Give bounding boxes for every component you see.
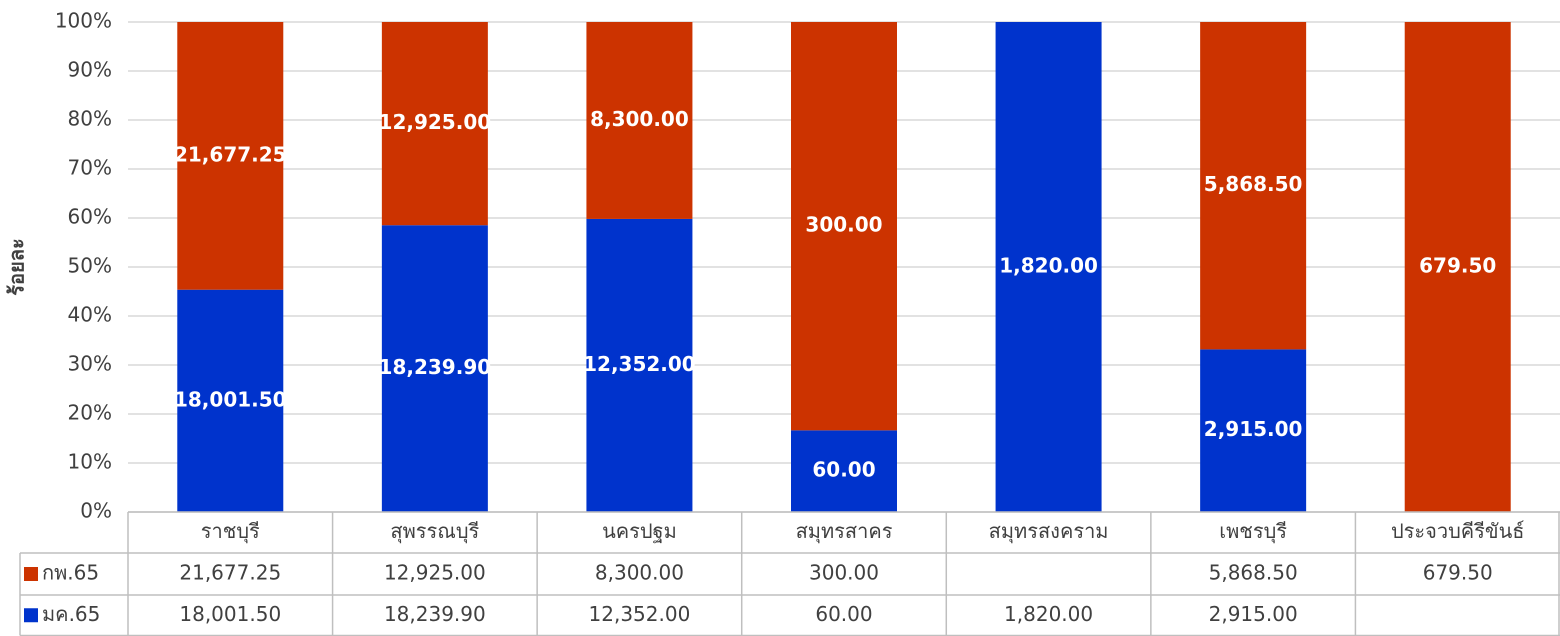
value-label: 300.00	[805, 213, 882, 237]
table-value: 12,925.00	[384, 561, 486, 585]
value-label: 18,001.50	[174, 387, 287, 411]
table-value: 2,915.00	[1209, 602, 1298, 626]
category-label: สมุทรสงคราม	[989, 519, 1109, 544]
bar-segment	[381, 22, 488, 226]
bar-segment	[177, 22, 284, 290]
legend-swatch	[24, 567, 38, 581]
y-tick-label: 0%	[80, 499, 112, 523]
bar-segment	[791, 22, 897, 431]
bar-segment	[586, 218, 693, 512]
table-value: 5,868.50	[1209, 561, 1298, 585]
bar-segment	[1404, 22, 1511, 512]
value-label: 21,677.25	[174, 142, 287, 166]
value-label: 5,868.50	[1204, 172, 1303, 196]
table-value: 679.50	[1423, 561, 1493, 585]
value-label: 12,925.00	[379, 110, 492, 134]
table-value: 18,001.50	[179, 602, 281, 626]
y-axis-label: ร้อยละ	[5, 238, 29, 295]
table-value: 1,820.00	[1004, 602, 1093, 626]
bar-segment	[1200, 349, 1307, 512]
y-tick-label: 40%	[68, 303, 112, 327]
table-value: 18,239.90	[384, 602, 486, 626]
legend-label: มค.65	[42, 602, 100, 626]
y-tick-label: 20%	[68, 401, 112, 425]
value-label: 2,915.00	[1204, 417, 1303, 441]
bar-segment	[791, 430, 897, 512]
table-value: 12,352.00	[589, 602, 691, 626]
legend-label: กพ.65	[42, 561, 99, 585]
value-label: 1,820.00	[999, 254, 1098, 278]
y-tick-label: 80%	[68, 107, 112, 131]
y-tick-label: 10%	[68, 450, 112, 474]
y-tick-label: 90%	[68, 58, 112, 82]
table-value: 300.00	[809, 561, 879, 585]
table-value: 60.00	[815, 602, 872, 626]
value-label: 18,239.90	[379, 355, 492, 379]
y-tick-label: 60%	[68, 205, 112, 229]
bar-segment	[1200, 22, 1307, 350]
table-value: 21,677.25	[179, 561, 281, 585]
y-tick-label: 70%	[68, 156, 112, 180]
category-label: สุพรรณบุรี	[390, 519, 479, 544]
y-tick-label: 100%	[55, 9, 112, 33]
bar-segment	[995, 22, 1102, 512]
y-tick-label: 50%	[68, 254, 112, 278]
bar-segment	[586, 22, 693, 219]
category-label: ราชบุรี	[201, 519, 260, 544]
category-label: เพชรบุรี	[1219, 519, 1287, 544]
legend-swatch	[24, 608, 38, 623]
category-label: ประจวบคีรีขันธ์	[1391, 519, 1525, 543]
bar-segment	[177, 289, 284, 512]
value-label: 8,300.00	[590, 107, 689, 131]
category-label: นครปฐม	[602, 519, 677, 543]
bar-segment	[381, 225, 488, 512]
y-tick-label: 30%	[68, 352, 112, 376]
value-label: 679.50	[1419, 254, 1496, 278]
value-label: 12,352.00	[583, 352, 696, 376]
category-label: สมุทรสาคร	[796, 519, 893, 544]
value-label: 60.00	[812, 458, 875, 482]
table-value: 8,300.00	[595, 561, 684, 585]
